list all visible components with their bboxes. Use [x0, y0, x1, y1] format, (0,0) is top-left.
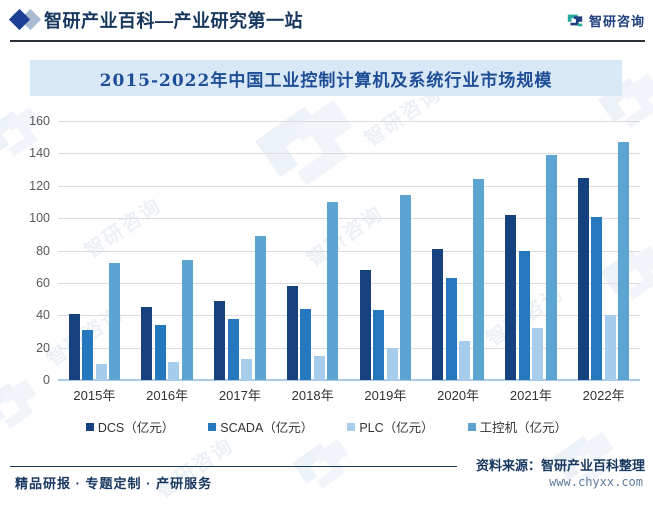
website-url: www.chyxx.com: [549, 475, 643, 489]
bar-ipc-2015: [109, 263, 121, 380]
brand-title: 智研产业百科—产业研究第一站: [44, 11, 303, 31]
bar-scada-2019: [373, 310, 385, 380]
data-source-text: 资料来源：智研产业百科整理: [475, 458, 645, 473]
gridline: [58, 250, 640, 252]
bar-scada-2016: [154, 324, 166, 380]
gridline: [58, 121, 640, 122]
bar-dcs-2022: [577, 177, 589, 380]
bar-group-2019: [349, 121, 422, 380]
legend-item-dcs: DCS（亿元）: [85, 417, 175, 436]
bar-plc-2019: [386, 347, 398, 380]
bar-dcs-2017: [214, 300, 226, 380]
bar-scada-2018: [300, 308, 312, 380]
brand-diamond-icon: [8, 8, 44, 31]
header: 智研产业百科—产业研究第一站 智研咨询: [8, 0, 645, 42]
y-axis: 0 20 40 60 80 100 120 140 160: [26, 115, 52, 387]
y-axis-tick-label: 0: [43, 373, 50, 387]
bar-plc-2017: [241, 358, 253, 380]
bar-group-2015: [58, 121, 131, 380]
bar-group-2016: [131, 121, 204, 380]
bar-group-2018: [276, 121, 349, 380]
legend-label-scada: SCADA（亿元）: [220, 421, 314, 435]
gridline: [58, 282, 640, 284]
footer-services-text: 精品研报 · 专题定制 · 产研服务: [15, 476, 213, 491]
x-axis-tick-label: 2019年: [364, 388, 407, 403]
legend-marker-plc: [347, 422, 356, 431]
gridline: [58, 153, 640, 155]
legend-label-plc: PLC（亿元）: [359, 421, 434, 435]
zhiyan-logo-text: 智研咨询: [588, 13, 645, 29]
legend-item-plc: PLC（亿元）: [347, 417, 434, 436]
x-axis-tick-label: 2020年: [437, 388, 480, 403]
gridline: [58, 185, 640, 187]
y-axis-tick-label: 100: [29, 211, 50, 226]
bar-ipc-2021: [545, 155, 557, 380]
x-axis-tick-label: 2016年: [146, 388, 189, 403]
bar-plc-2022: [604, 315, 616, 380]
bar-plc-2021: [532, 328, 544, 380]
y-axis-tick-label: 80: [36, 243, 50, 258]
x-axis-tick-label: 2015年: [73, 388, 116, 403]
y-axis-tick-label: 20: [36, 340, 50, 355]
legend-item-ipc: 工控机（亿元）: [467, 417, 568, 436]
bar-dcs-2019: [359, 269, 371, 380]
gridline: [58, 347, 640, 349]
chart-title-band: 2015-2022年中国工业控制计算机及系统行业市场规模: [30, 60, 622, 96]
legend-item-scada: SCADA（亿元）: [208, 417, 313, 436]
bar-group-2022: [567, 121, 640, 380]
y-axis-tick-label: 160: [29, 114, 50, 128]
bar-group-2021: [495, 121, 568, 380]
legend-label-dcs: DCS（亿元）: [97, 421, 175, 435]
bar-plc-2016: [168, 362, 180, 380]
x-axis-line: [58, 379, 640, 381]
legend-marker-dcs: [85, 422, 94, 431]
bar-dcs-2018: [286, 286, 298, 380]
bar-scada-2015: [82, 329, 94, 380]
zhiyan-logo: 智研咨询: [566, 11, 645, 30]
bar-ipc-2017: [254, 235, 266, 380]
bar-plc-2018: [313, 355, 325, 380]
bar-scada-2022: [591, 216, 603, 380]
y-axis-tick-label: 40: [36, 308, 50, 323]
plot-area: [58, 121, 640, 381]
bar-scada-2017: [227, 318, 239, 380]
bar-group-2020: [422, 121, 495, 380]
bar-ipc-2016: [181, 260, 193, 380]
bar-ipc-2020: [472, 179, 484, 380]
legend-marker-ipc: [467, 422, 476, 431]
bar-dcs-2015: [68, 313, 80, 380]
zhiyan-logo-icon: [567, 14, 583, 27]
bar-group-2017: [204, 121, 277, 380]
legend-label-ipc: 工控机（亿元）: [479, 421, 568, 435]
gridline: [58, 218, 640, 220]
bar-ipc-2022: [618, 142, 630, 380]
bar-dcs-2021: [505, 214, 517, 380]
bar-scada-2021: [518, 250, 530, 380]
bar-ipc-2019: [400, 195, 412, 380]
bar-ipc-2018: [327, 201, 339, 380]
footer-divider: [10, 466, 457, 467]
bar-dcs-2020: [432, 248, 444, 380]
bar-scada-2020: [445, 278, 457, 380]
legend-marker-scada: [208, 422, 217, 431]
chart-legend: DCS（亿元） SCADA（亿元） PLC（亿元） 工控机（亿元）: [0, 417, 653, 436]
y-axis-tick-label: 120: [29, 178, 50, 193]
x-axis-tick-label: 2017年: [218, 388, 261, 403]
x-axis-tick-label: 2018年: [291, 388, 334, 403]
bar-dcs-2016: [141, 307, 153, 380]
x-axis-tick-label: 2022年: [582, 388, 625, 403]
bar-plc-2020: [459, 341, 471, 380]
y-axis-tick-label: 140: [29, 146, 50, 161]
x-axis-tick-label: 2021年: [509, 388, 552, 403]
chart-title: 2015-2022年中国工业控制计算机及系统行业市场规模: [99, 70, 553, 91]
y-axis-tick-label: 60: [36, 275, 50, 290]
gridline: [58, 315, 640, 317]
bar-plc-2015: [95, 363, 107, 380]
x-axis: 2015年 2016年 2017年 2018年 2019年 2020年 2021年 2022年: [58, 388, 640, 404]
